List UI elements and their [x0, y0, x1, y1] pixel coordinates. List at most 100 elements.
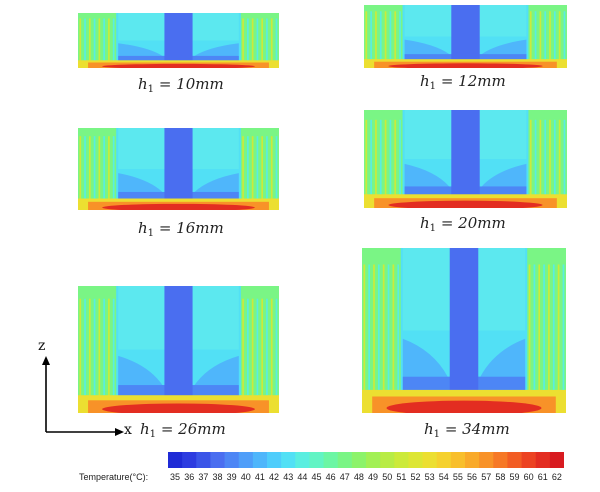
- fin-stripe: [103, 298, 105, 407]
- base-hottest-core: [102, 63, 255, 68]
- fin-stripe: [266, 298, 268, 407]
- fin-stripe: [88, 136, 91, 206]
- colorbar-swatch: [450, 452, 466, 468]
- fin-stripe: [399, 11, 401, 65]
- colorbar-swatch: [252, 452, 268, 468]
- fin-stripe: [539, 11, 542, 65]
- colorbar-tick: 57: [481, 472, 492, 482]
- base-hottest-core: [388, 200, 543, 208]
- fin-stripe: [375, 11, 377, 65]
- temperature-contour-h20: [364, 110, 567, 208]
- colorbar-swatch: [465, 452, 480, 468]
- fin-stripe: [552, 264, 555, 405]
- fin-stripe: [377, 264, 380, 405]
- fin-stripe: [558, 11, 561, 65]
- fin-stripe: [84, 298, 86, 407]
- colorbar-tick: 39: [226, 472, 237, 482]
- colorbar-swatch: [224, 452, 240, 468]
- fin-stripe: [112, 298, 115, 407]
- colorbar-tick: 56: [467, 472, 478, 482]
- fin-stripe: [563, 119, 566, 204]
- colorbar-tick: 42: [269, 472, 280, 482]
- colorbar-swatch: [535, 452, 551, 468]
- colorbar-swatch: [422, 452, 438, 468]
- left-fin-zone: [364, 110, 403, 208]
- fin-stripe: [553, 11, 556, 65]
- fin-stripe: [392, 264, 395, 405]
- fin-stripe: [529, 11, 532, 65]
- fin-stripe: [79, 136, 82, 206]
- fin-stripe: [373, 264, 375, 405]
- colorbar-tick: 40: [240, 472, 251, 482]
- base-hottest-core: [102, 403, 255, 413]
- fin-stripe: [108, 136, 110, 206]
- colorbar-swatch: [196, 452, 211, 468]
- fin-stripe: [84, 136, 86, 206]
- fin-stripe: [266, 18, 268, 66]
- left-fin-zone: [364, 5, 403, 68]
- colorbar-swatch: [238, 452, 254, 468]
- fin-stripe: [544, 11, 547, 65]
- colorbar-swatch: [366, 452, 381, 468]
- colorbar-swatch: [507, 452, 522, 468]
- temperature-contour-h16: [78, 128, 279, 210]
- fin-stripe: [544, 119, 547, 204]
- caption-h12: h1 = 12mm: [420, 72, 506, 92]
- z-axis-label: z: [38, 338, 46, 354]
- colorbar-swatch: [281, 452, 296, 468]
- fin-stripe: [397, 264, 400, 405]
- caption-h16: h1 = 16mm: [138, 219, 224, 239]
- colorbar-swatch: [479, 452, 494, 468]
- contour-panel-h20: [364, 110, 567, 208]
- fin-stripe: [256, 136, 259, 206]
- colorbar-tick: 43: [283, 472, 294, 482]
- colorbar-tick: 54: [438, 472, 449, 482]
- x-axis-label: x: [124, 422, 132, 438]
- colorbar-tick-labels: 35 36 37 38 39 40 41 42 43 44 45 46 47 48 49 50 51 52 53 54…: [168, 472, 564, 484]
- fin-stripe: [370, 11, 372, 65]
- central-jet: [449, 248, 479, 394]
- colorbar-swatch: [323, 452, 339, 468]
- fin-stripe: [379, 11, 382, 65]
- colorbar-tick: 49: [368, 472, 379, 482]
- fin-stripe: [79, 298, 82, 407]
- x-axis-arrowhead: [115, 428, 124, 436]
- fin-stripe: [548, 264, 550, 405]
- fin-stripe: [108, 298, 110, 407]
- fin-stripe: [534, 119, 537, 204]
- central-jet: [164, 286, 193, 398]
- colorbar-swatch: [267, 452, 282, 468]
- fin-stripe: [275, 18, 278, 66]
- fin-stripe: [98, 298, 101, 407]
- left-fin-zone: [78, 128, 117, 210]
- fin-stripe: [370, 119, 372, 204]
- colorbar-tick: 48: [353, 472, 364, 482]
- contour-panel-h34: [362, 248, 566, 413]
- colorbar-swatch: [337, 452, 353, 468]
- colorbar-tick: 62: [551, 472, 562, 482]
- base-hottest-core: [102, 203, 255, 210]
- colorbar-tick: 60: [523, 472, 534, 482]
- fin-stripe: [256, 298, 259, 407]
- central-jet: [164, 13, 193, 62]
- colorbar-tick: 51: [396, 472, 407, 482]
- fin-stripe: [379, 119, 382, 204]
- colorbar-swatch: [436, 452, 452, 468]
- fin-stripe: [275, 136, 278, 206]
- fin-stripe: [558, 119, 561, 204]
- fin-stripe: [93, 298, 96, 407]
- fin-stripe: [112, 18, 115, 66]
- fin-stripe: [563, 11, 566, 65]
- coordinate-axes: [42, 356, 124, 436]
- fin-stripe: [112, 136, 115, 206]
- fin-stripe: [266, 136, 268, 206]
- colorbar-tick: 47: [339, 472, 350, 482]
- fin-stripe: [533, 264, 536, 405]
- fin-stripe: [84, 18, 86, 66]
- caption-h20: h1 = 20mm: [420, 214, 506, 234]
- z-axis-arrowhead: [42, 356, 50, 365]
- colorbar-swatch: [210, 452, 225, 468]
- central-jet: [451, 5, 480, 61]
- fin-stripe: [242, 298, 244, 407]
- central-jet: [164, 128, 193, 201]
